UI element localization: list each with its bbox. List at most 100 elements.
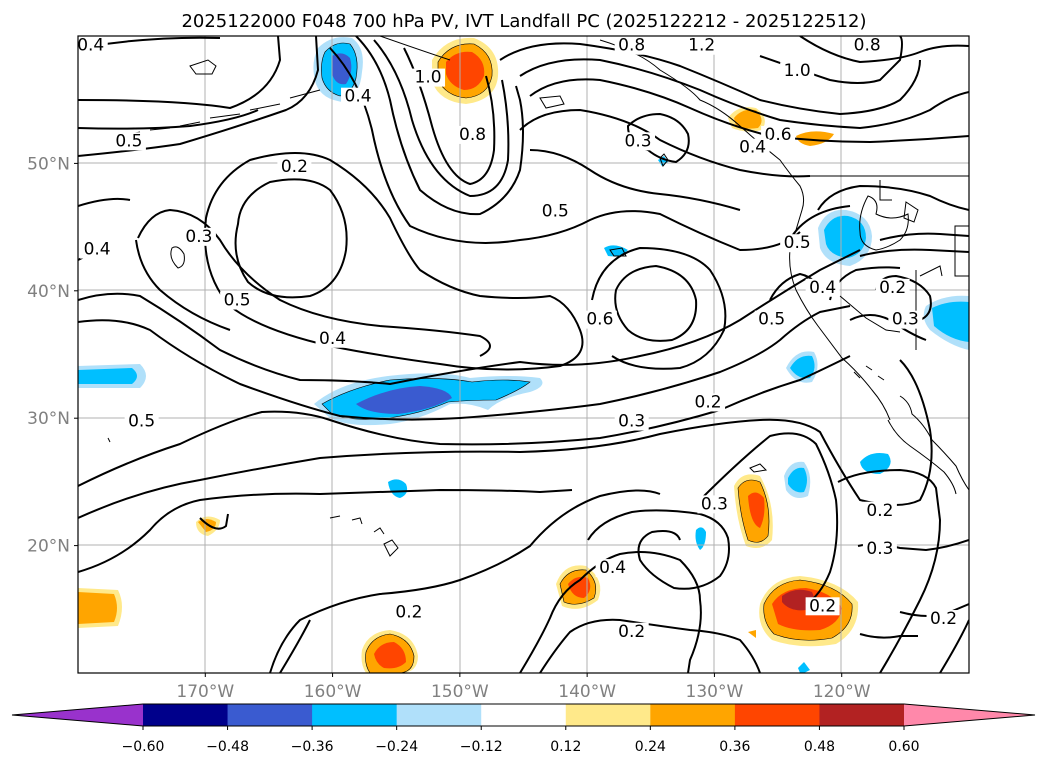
colorbar-segment (819, 704, 905, 726)
colorbar-segment (565, 704, 651, 726)
contour-label: 0.5 (115, 131, 142, 151)
colorbar-segment (734, 704, 820, 726)
contour-label-halo (805, 597, 840, 616)
y-tick-labels: 50°N 40°N 30°N 20°N (27, 154, 78, 557)
contour-label: 0.2 (395, 603, 422, 623)
contour-label-halo (582, 310, 617, 329)
colorbar-extend-max (904, 704, 1035, 726)
contour-label: 0.3 (866, 539, 893, 559)
contour-label: 1.0 (784, 61, 811, 81)
contour-label: 0.5 (758, 310, 785, 330)
contour-label: 0.2 (930, 609, 957, 629)
contour-label: 0.4 (599, 558, 626, 578)
contour-label-halo (124, 412, 159, 431)
contour-label-halo (780, 234, 815, 253)
contour-labels: 0.4 0.4 0.5 0.4 0.2 0.3 0.5 0.4 0.5 1.0 0.8 0.8 1.2 0… (77, 36, 961, 642)
colorbar-tick-label: 0.60 (888, 739, 919, 755)
colorbar-segment (143, 704, 229, 726)
contour-label: 0.4 (77, 36, 104, 56)
contour-label: 0.4 (809, 278, 836, 298)
colorbar-tick-label: −0.12 (460, 739, 503, 755)
contour-label-halo (411, 68, 446, 87)
contour-label-halo (78, 36, 108, 55)
contour-label: 0.3 (185, 227, 212, 247)
contour-label-halo (862, 539, 897, 558)
colorbar: −0.60 −0.48 −0.36 −0.24 −0.12 0.12 0.24 0.36 0.4… (11, 703, 1036, 755)
contour-label-halo (888, 310, 923, 329)
contour-label: 0.5 (128, 412, 155, 432)
contour-label-halo (455, 125, 490, 144)
contour-label: 0.6 (765, 125, 792, 145)
contour-label: 0.3 (701, 494, 728, 514)
y-tick-label: 30°N (27, 409, 70, 429)
x-tick-label: 130°W (686, 682, 744, 702)
colorbar-segment (312, 704, 398, 726)
contour-label: 0.4 (319, 329, 346, 349)
contour-label: 0.5 (224, 291, 251, 311)
contour-label-halo (111, 132, 146, 151)
contour-label-halo (614, 36, 649, 55)
positive-anomaly-fill (78, 37, 859, 673)
x-tick-label: 150°W (431, 682, 489, 702)
contour-label-halo (754, 310, 789, 329)
colorbar-tick-label: 0.48 (804, 739, 835, 755)
contour-label: 0.2 (809, 596, 836, 616)
contour-label-halo (181, 227, 216, 246)
contour-label: 0.2 (695, 392, 722, 412)
contour-label: 0.5 (784, 233, 811, 253)
x-tick-label: 120°W (813, 682, 871, 702)
contour-label: 1.2 (688, 36, 715, 56)
colorbar-segment (396, 704, 482, 726)
contour-label-halo (926, 610, 961, 629)
contour-label-halo (391, 603, 426, 622)
contour-label: 0.3 (892, 310, 919, 330)
contour-label-halo (805, 278, 840, 297)
contour-label: 1.0 (415, 68, 442, 88)
contour-label-halo (850, 36, 885, 55)
colorbar-tick-label: −0.24 (375, 739, 418, 755)
colorbar-tick-label: −0.60 (122, 739, 165, 755)
contour-label-halo (684, 36, 719, 55)
contour-label-halo (315, 329, 350, 348)
contour-label-halo (614, 622, 649, 641)
contour-label-halo (341, 87, 376, 106)
contour-label: 0.3 (625, 131, 652, 151)
x-tick-label: 170°W (176, 682, 234, 702)
x-tick-labels: 170°W 160°W 150°W 140°W 130°W 120°W (176, 673, 871, 702)
colorbar-segment (481, 704, 567, 726)
y-tick-label: 20°N (27, 537, 70, 557)
y-tick-label: 50°N (27, 154, 70, 174)
colorbar-tick-label: −0.48 (206, 739, 249, 755)
contour-label: 0.8 (854, 36, 881, 56)
negative-anomaly-fill (78, 37, 969, 673)
contour-label-halo (277, 157, 312, 176)
contour-label: 0.3 (618, 412, 645, 432)
contour-label-halo (780, 62, 815, 81)
colorbar-extend-min (12, 704, 143, 726)
map-area (78, 36, 969, 673)
chart-title: 2025122000 F048 700 hPa PV, IVT Landfall… (181, 11, 866, 32)
contour-label: 0.2 (866, 501, 893, 521)
contour-label-halo (595, 559, 630, 578)
contour-label: 0.6 (586, 310, 613, 330)
contour-label: 0.2 (281, 157, 308, 177)
x-tick-label: 140°W (558, 682, 616, 702)
contour-label-halo (80, 240, 115, 259)
contour-label-halo (614, 412, 649, 431)
contour-label-halo (538, 202, 573, 221)
contour-label: 0.4 (739, 138, 766, 158)
contour-label-halo (220, 291, 255, 310)
contour-label-halo (697, 495, 732, 514)
contour-label: 0.8 (459, 125, 486, 145)
contour-label-halo (875, 278, 910, 297)
contour-label: 0.2 (879, 278, 906, 298)
contour-label: 0.4 (84, 240, 111, 260)
colorbar-tick-label: 0.36 (719, 739, 750, 755)
contour-label: 0.2 (618, 622, 645, 642)
contour-label: 0.5 (542, 201, 569, 221)
contour-label: 0.4 (345, 87, 372, 107)
contour-label-halo (621, 132, 656, 151)
colorbar-segment (227, 704, 313, 726)
contour-label-halo (735, 138, 770, 157)
